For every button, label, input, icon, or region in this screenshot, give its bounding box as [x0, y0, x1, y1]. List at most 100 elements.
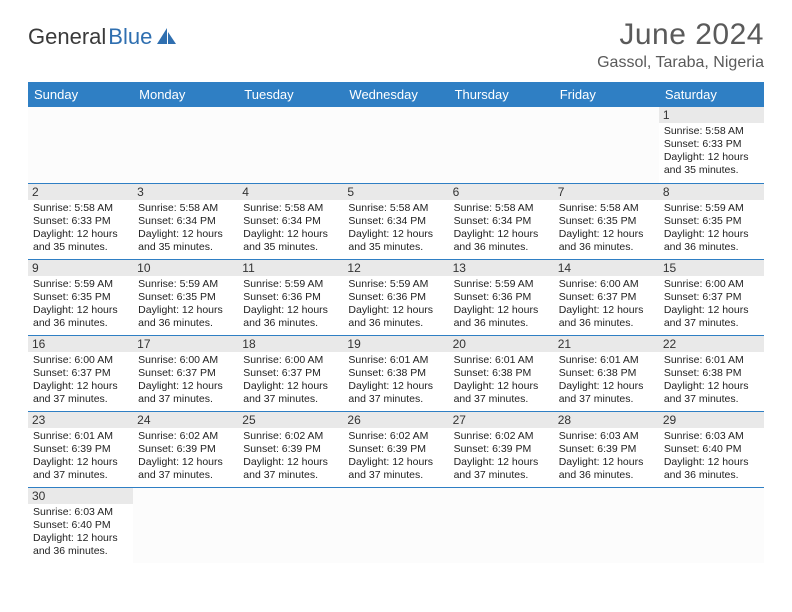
dow-tuesday: Tuesday [238, 82, 343, 107]
day-26: 26 Sunrise: 6:02 AMSunset: 6:39 PMDayligh… [343, 411, 448, 487]
week-row: 16 Sunrise: 6:00 AMSunset: 6:37 PMDayligh… [28, 335, 764, 411]
dow-wednesday: Wednesday [343, 82, 448, 107]
day-number: 15 [659, 260, 764, 276]
day-number: 19 [343, 336, 448, 352]
day-details: Sunrise: 5:59 AMSunset: 6:35 PMDaylight:… [33, 278, 128, 331]
day-19: 19 Sunrise: 6:01 AMSunset: 6:38 PMDayligh… [343, 335, 448, 411]
day-number: 7 [554, 184, 659, 200]
day-18: 18 Sunrise: 6:00 AMSunset: 6:37 PMDayligh… [238, 335, 343, 411]
day-number: 4 [238, 184, 343, 200]
day-number: 18 [238, 336, 343, 352]
day-details: Sunrise: 5:59 AMSunset: 6:35 PMDaylight:… [138, 278, 233, 331]
day-number: 26 [343, 412, 448, 428]
empty-cell [238, 487, 343, 563]
day-number: 21 [554, 336, 659, 352]
calendar: SundayMondayTuesdayWednesdayThursdayFrid… [28, 82, 764, 563]
empty-cell [554, 487, 659, 563]
day-number: 24 [133, 412, 238, 428]
day-9: 9 Sunrise: 5:59 AMSunset: 6:35 PMDaylight… [28, 259, 133, 335]
day-number: 9 [28, 260, 133, 276]
day-details: Sunrise: 5:58 AMSunset: 6:34 PMDaylight:… [454, 202, 549, 255]
header: GeneralBlue June 2024 Gassol, Taraba, Ni… [28, 18, 764, 72]
day-14: 14 Sunrise: 6:00 AMSunset: 6:37 PMDayligh… [554, 259, 659, 335]
day-number: 3 [133, 184, 238, 200]
day-number: 5 [343, 184, 448, 200]
day-details: Sunrise: 6:01 AMSunset: 6:38 PMDaylight:… [348, 354, 443, 407]
logo-text-2: Blue [108, 24, 152, 50]
day-21: 21Sunrise: 6:01 AMSunset: 6:38 PMDayligh… [554, 335, 659, 411]
day-number: 30 [28, 488, 133, 504]
day-number: 17 [133, 336, 238, 352]
day-3: 3 Sunrise: 5:58 AMSunset: 6:34 PMDaylight… [133, 183, 238, 259]
day-details: Sunrise: 5:58 AMSunset: 6:33 PMDaylight:… [664, 125, 759, 178]
day-details: Sunrise: 6:01 AMSunset: 6:38 PMDaylight:… [454, 354, 549, 407]
day-details: Sunrise: 5:58 AMSunset: 6:35 PMDaylight:… [559, 202, 654, 255]
day-details: Sunrise: 6:00 AMSunset: 6:37 PMDaylight:… [243, 354, 338, 407]
logo-text-1: General [28, 24, 106, 50]
day-15: 15Sunrise: 6:00 AMSunset: 6:37 PMDayligh… [659, 259, 764, 335]
day-number: 20 [449, 336, 554, 352]
day-number: 14 [554, 260, 659, 276]
day-number: 25 [238, 412, 343, 428]
week-row: 23Sunrise: 6:01 AMSunset: 6:39 PMDayligh… [28, 411, 764, 487]
day-details: Sunrise: 5:59 AMSunset: 6:36 PMDaylight:… [454, 278, 549, 331]
logo-sail-icon [156, 27, 178, 45]
day-number: 12 [343, 260, 448, 276]
day-number: 22 [659, 336, 764, 352]
dow-monday: Monday [133, 82, 238, 107]
dow-row: SundayMondayTuesdayWednesdayThursdayFrid… [28, 82, 764, 107]
day-details: Sunrise: 5:58 AMSunset: 6:34 PMDaylight:… [243, 202, 338, 255]
dow-thursday: Thursday [449, 82, 554, 107]
empty-cell [659, 487, 764, 563]
dow-saturday: Saturday [659, 82, 764, 107]
day-25: 25 Sunrise: 6:02 AMSunset: 6:39 PMDayligh… [238, 411, 343, 487]
day-24: 24 Sunrise: 6:02 AMSunset: 6:39 PMDayligh… [133, 411, 238, 487]
day-number: 8 [659, 184, 764, 200]
empty-cell [28, 107, 133, 183]
day-number: 29 [659, 412, 764, 428]
empty-cell [554, 107, 659, 183]
day-details: Sunrise: 6:02 AMSunset: 6:39 PMDaylight:… [138, 430, 233, 483]
empty-cell [343, 487, 448, 563]
day-details: Sunrise: 5:59 AMSunset: 6:35 PMDaylight:… [664, 202, 759, 255]
day-details: Sunrise: 6:02 AMSunset: 6:39 PMDaylight:… [454, 430, 549, 483]
day-details: Sunrise: 6:00 AMSunset: 6:37 PMDaylight:… [33, 354, 128, 407]
day-8: 8 Sunrise: 5:59 AMSunset: 6:35 PMDaylight… [659, 183, 764, 259]
empty-cell [133, 107, 238, 183]
day-17: 17 Sunrise: 6:00 AMSunset: 6:37 PMDayligh… [133, 335, 238, 411]
week-row: 9 Sunrise: 5:59 AMSunset: 6:35 PMDaylight… [28, 259, 764, 335]
day-20: 20 Sunrise: 6:01 AMSunset: 6:38 PMDayligh… [449, 335, 554, 411]
day-number: 11 [238, 260, 343, 276]
day-details: Sunrise: 6:01 AMSunset: 6:39 PMDaylight:… [33, 430, 128, 483]
day-22: 22Sunrise: 6:01 AMSunset: 6:38 PMDayligh… [659, 335, 764, 411]
logo: GeneralBlue [28, 24, 178, 50]
day-number: 27 [449, 412, 554, 428]
week-row: 30 Sunrise: 6:03 AMSunset: 6:40 PMDayligh… [28, 487, 764, 563]
day-details: Sunrise: 6:02 AMSunset: 6:39 PMDaylight:… [243, 430, 338, 483]
day-details: Sunrise: 6:03 AMSunset: 6:40 PMDaylight:… [664, 430, 759, 483]
day-16: 16 Sunrise: 6:00 AMSunset: 6:37 PMDayligh… [28, 335, 133, 411]
day-27: 27 Sunrise: 6:02 AMSunset: 6:39 PMDayligh… [449, 411, 554, 487]
dow-sunday: Sunday [28, 82, 133, 107]
day-number: 16 [28, 336, 133, 352]
day-details: Sunrise: 5:58 AMSunset: 6:34 PMDaylight:… [138, 202, 233, 255]
day-4: 4 Sunrise: 5:58 AMSunset: 6:34 PMDaylight… [238, 183, 343, 259]
day-details: Sunrise: 6:02 AMSunset: 6:39 PMDaylight:… [348, 430, 443, 483]
day-6: 6Sunrise: 5:58 AMSunset: 6:34 PMDaylight… [449, 183, 554, 259]
day-13: 13 Sunrise: 5:59 AMSunset: 6:36 PMDayligh… [449, 259, 554, 335]
day-1: 1Sunrise: 5:58 AMSunset: 6:33 PMDaylight… [659, 107, 764, 183]
title-block: June 2024 Gassol, Taraba, Nigeria [597, 18, 764, 72]
empty-cell [238, 107, 343, 183]
day-details: Sunrise: 6:03 AMSunset: 6:40 PMDaylight:… [33, 506, 128, 559]
day-details: Sunrise: 6:00 AMSunset: 6:37 PMDaylight:… [559, 278, 654, 331]
day-details: Sunrise: 6:03 AMSunset: 6:39 PMDaylight:… [559, 430, 654, 483]
day-details: Sunrise: 6:00 AMSunset: 6:37 PMDaylight:… [138, 354, 233, 407]
day-11: 11Sunrise: 5:59 AMSunset: 6:36 PMDayligh… [238, 259, 343, 335]
day-details: Sunrise: 5:58 AMSunset: 6:34 PMDaylight:… [348, 202, 443, 255]
day-5: 5 Sunrise: 5:58 AMSunset: 6:34 PMDaylight… [343, 183, 448, 259]
empty-cell [133, 487, 238, 563]
empty-cell [449, 107, 554, 183]
location: Gassol, Taraba, Nigeria [597, 54, 764, 72]
day-12: 12Sunrise: 5:59 AMSunset: 6:36 PMDayligh… [343, 259, 448, 335]
day-number: 13 [449, 260, 554, 276]
